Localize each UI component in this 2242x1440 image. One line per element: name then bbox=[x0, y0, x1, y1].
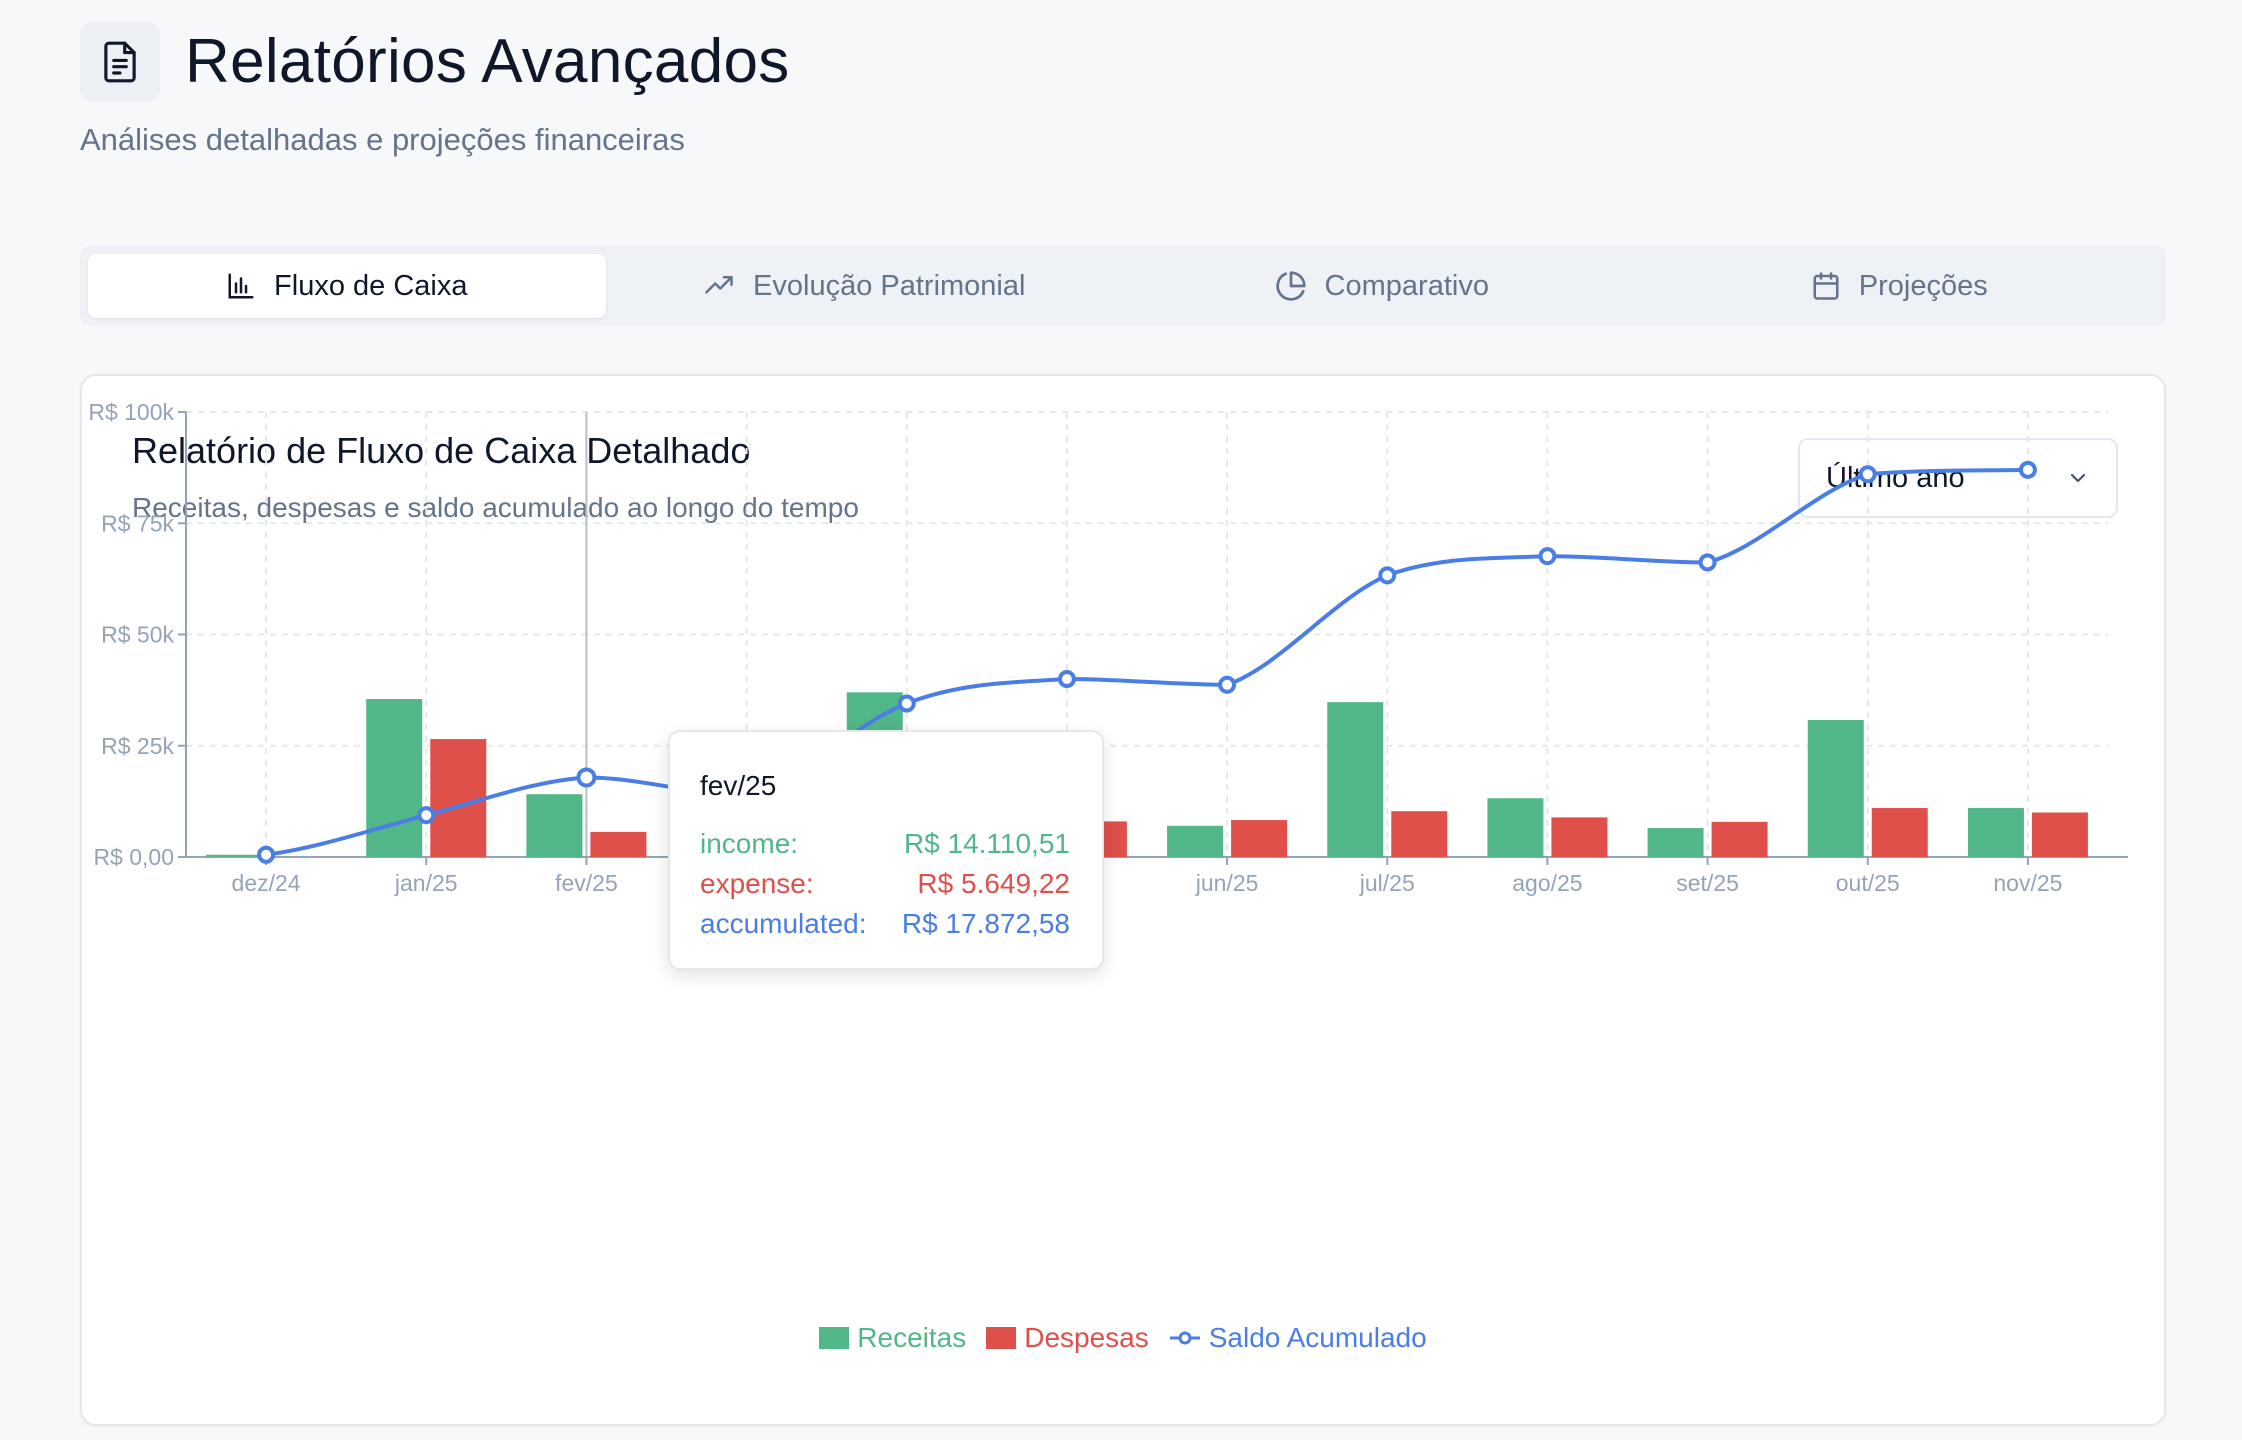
bar-chart-icon bbox=[228, 273, 254, 299]
accumulated-point-active bbox=[576, 767, 597, 788]
tooltip-value: R$ 5.649,22 bbox=[917, 868, 1070, 899]
y-tick-label: R$ 50k bbox=[101, 622, 174, 648]
tab-label: Fluxo de Caixa bbox=[274, 269, 468, 302]
report-tabs: Fluxo de Caixa Evolução Patrimonial Comp… bbox=[80, 246, 2166, 326]
expense-bar bbox=[1871, 808, 1928, 857]
legend-label: Despesas bbox=[1024, 1322, 1149, 1353]
tooltip-row-income: income: R$ 14.110,51 bbox=[700, 828, 1070, 860]
accumulated-point bbox=[1858, 465, 1877, 484]
accumulated-point bbox=[1538, 547, 1557, 566]
x-tick-label: jul/25 bbox=[1359, 870, 1415, 896]
card-title: Relatório de Fluxo de Caixa Detalhado bbox=[132, 430, 751, 471]
legend-swatch bbox=[819, 1327, 850, 1349]
expense-bar bbox=[1391, 811, 1448, 857]
y-tick-label: R$ 75k bbox=[101, 510, 174, 536]
x-tick-label: nov/25 bbox=[1993, 870, 2062, 896]
tab-label: Evolução Patrimonial bbox=[753, 269, 1026, 302]
income-bar bbox=[206, 854, 263, 857]
legend-swatch bbox=[986, 1327, 1017, 1349]
legend-label: Receitas bbox=[857, 1322, 967, 1353]
page-subtitle: Análises detalhadas e projeções financei… bbox=[80, 122, 685, 157]
income-bar bbox=[366, 699, 423, 857]
income-bar bbox=[1487, 798, 1544, 857]
chevron-down-icon bbox=[2070, 473, 2086, 483]
document-icon bbox=[80, 22, 160, 102]
tab-projecoes[interactable]: Projeções bbox=[1641, 254, 2159, 318]
trending-up-icon bbox=[705, 276, 733, 294]
tooltip-row-accumulated: accumulated: R$ 17.872,58 bbox=[700, 908, 1070, 940]
line-marker-icon bbox=[1169, 1331, 1200, 1345]
legend-item-saldo-acumulado[interactable]: Saldo Acumulado bbox=[1169, 1322, 1427, 1354]
tooltip-label: expense: bbox=[700, 868, 814, 899]
accumulated-point bbox=[2018, 460, 2037, 479]
period-select[interactable]: Último ano bbox=[1798, 438, 2118, 518]
y-tick-label: R$ 0,00 bbox=[93, 844, 174, 870]
period-select-value: Último ano bbox=[1826, 461, 1965, 494]
tooltip-label: accumulated: bbox=[700, 908, 867, 939]
accumulated-point bbox=[897, 694, 916, 713]
tooltip-value: R$ 17.872,58 bbox=[901, 908, 1070, 939]
income-bar bbox=[1167, 825, 1224, 857]
expense-bar bbox=[1551, 817, 1608, 857]
x-tick-label: dez/24 bbox=[232, 870, 301, 896]
legend-item-despesas[interactable]: Despesas bbox=[986, 1322, 1149, 1354]
x-tick-label: fev/25 bbox=[555, 870, 618, 896]
accumulated-line bbox=[265, 467, 2028, 857]
pie-chart-icon bbox=[1275, 271, 1306, 301]
tab-evolucao-patrimonial[interactable]: Evolução Patrimonial bbox=[606, 254, 1124, 318]
income-bar bbox=[1807, 719, 1864, 857]
tab-label: Comparativo bbox=[1324, 269, 1489, 302]
accumulated-point bbox=[417, 806, 436, 825]
tooltip-label: income: bbox=[700, 828, 799, 859]
accumulated-point bbox=[1057, 670, 1076, 688]
x-tick-label: ago/25 bbox=[1512, 870, 1582, 896]
expense-bar bbox=[590, 831, 647, 857]
legend-item-receitas[interactable]: Receitas bbox=[819, 1322, 966, 1354]
accumulated-point bbox=[1698, 553, 1717, 572]
page-title: Relatórios Avançados bbox=[185, 27, 790, 96]
tooltip-title: fev/25 bbox=[700, 770, 777, 801]
y-tick-label: R$ 100k bbox=[88, 399, 174, 425]
expense-bar bbox=[430, 739, 487, 857]
expense-bar bbox=[1711, 821, 1768, 857]
income-bar bbox=[1967, 808, 2024, 857]
calendar-icon bbox=[1813, 272, 1839, 300]
accumulated-point bbox=[1218, 675, 1237, 694]
tooltip-row-expense: expense: R$ 5.649,22 bbox=[700, 868, 1070, 900]
chart-tooltip: fev/25 income: R$ 14.110,51 expense: R$ … bbox=[668, 730, 1104, 970]
tab-fluxo-de-caixa[interactable]: Fluxo de Caixa bbox=[88, 254, 606, 318]
card-subtitle: Receitas, despesas e saldo acumulado ao … bbox=[132, 492, 859, 523]
x-tick-label: jun/25 bbox=[1195, 870, 1259, 896]
tab-comparativo[interactable]: Comparativo bbox=[1123, 254, 1641, 318]
income-bar bbox=[1647, 828, 1704, 857]
income-bar bbox=[526, 794, 583, 857]
income-bar bbox=[1327, 702, 1384, 857]
accumulated-point bbox=[257, 845, 276, 864]
expense-bar bbox=[2031, 812, 2088, 857]
x-tick-label: out/25 bbox=[1836, 870, 1900, 896]
x-tick-label: jan/25 bbox=[394, 870, 458, 896]
x-tick-label: set/25 bbox=[1676, 870, 1739, 896]
accumulated-point bbox=[1378, 566, 1397, 585]
legend-label: Saldo Acumulado bbox=[1208, 1322, 1427, 1353]
y-tick-label: R$ 25k bbox=[101, 733, 174, 759]
tooltip-value: R$ 14.110,51 bbox=[903, 828, 1070, 859]
cash-flow-card: Relatório de Fluxo de Caixa Detalhado Re… bbox=[80, 374, 2166, 1426]
tab-label: Projeções bbox=[1858, 269, 1988, 302]
cash-flow-chart[interactable]: R$ 0,00 R$ 25k R$ 50k R$ 75k R$ 100k dez/24 ja… bbox=[82, 376, 2168, 1296]
expense-bar bbox=[1231, 820, 1288, 857]
chart-legend: Receitas Despesas Saldo Acumulado bbox=[82, 1322, 2164, 1354]
